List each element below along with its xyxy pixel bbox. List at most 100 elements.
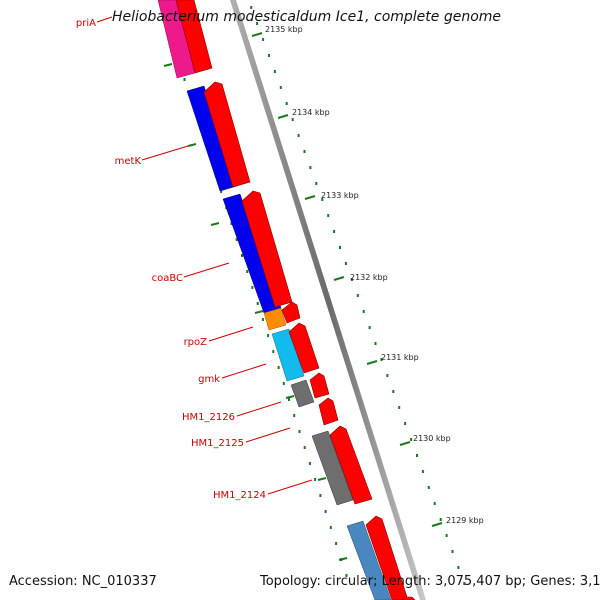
inner-tick — [187, 143, 197, 147]
ruler-dot — [268, 54, 270, 57]
ruler-dot — [421, 470, 424, 473]
scale-label: 2130 kbp — [413, 434, 451, 443]
ruler-dot — [279, 86, 282, 89]
major-tick — [399, 441, 411, 446]
inner-ruler-dot — [345, 574, 348, 577]
gene-label-hm1-2126[interactable]: HM1_2126 — [182, 412, 235, 423]
ruler-dot — [410, 438, 413, 441]
gene-gmk-block[interactable] — [271, 328, 305, 382]
ruler-dot — [315, 182, 318, 185]
gene-arrow[interactable] — [318, 397, 339, 426]
ruler-dot — [445, 534, 448, 537]
ruler-dot — [451, 550, 454, 553]
ruler-major-ticks — [251, 32, 443, 527]
gene-rpoZ-block[interactable] — [263, 307, 287, 331]
gene-arrow[interactable] — [175, 0, 213, 74]
ruler-dot — [297, 134, 300, 137]
accession-text: Accession: NC_010337 — [9, 574, 157, 589]
gene-label-rpoZ[interactable]: rpoZ — [184, 337, 208, 348]
inner-ruler-dot — [241, 254, 243, 257]
scale-label: 2131 kbp — [381, 353, 419, 362]
scale-label: 2135 kbp — [265, 25, 303, 34]
gene-hm1-2126-block[interactable] — [290, 379, 315, 408]
inner-ruler-dot — [324, 510, 327, 513]
ruler-dot — [333, 230, 336, 233]
gene-arrow[interactable] — [281, 301, 301, 324]
major-tick — [431, 522, 443, 527]
ruler-dot — [356, 294, 359, 297]
ruler-dot — [386, 374, 389, 377]
ruler-dot — [350, 278, 353, 281]
scale-labels: 2135 kbp 2134 kbp 2133 kbp 2132 kbp 2131… — [265, 25, 484, 525]
callout-line — [221, 363, 267, 379]
genome-backbone — [230, 0, 426, 600]
inner-ruler-dot — [314, 478, 317, 481]
map-title: Heliobacterium modesticaldum Ice1, compl… — [112, 9, 502, 25]
gene-arrow[interactable] — [329, 425, 373, 505]
inner-tick — [163, 63, 173, 67]
inner-ruler-dot — [282, 382, 285, 385]
ruler-dot — [303, 150, 306, 153]
inner-ruler-dot — [272, 350, 275, 353]
gene-arrow[interactable] — [241, 190, 293, 308]
inner-ruler-dot — [256, 302, 259, 305]
ruler-dot — [262, 38, 265, 41]
gene-labels: priA metK coaBC rpoZ gmk HM1_2126 HM1_21… — [76, 18, 266, 501]
ruler-dot — [380, 358, 383, 361]
gene-arrow[interactable] — [365, 515, 409, 600]
gene-label-coaBC[interactable]: coaBC — [152, 273, 183, 284]
inner-ruler-dot — [183, 78, 186, 81]
callout-line — [267, 479, 313, 495]
ruler-dot — [339, 246, 341, 249]
inner-tick — [285, 395, 295, 399]
ruler-dot — [285, 102, 288, 105]
gene-steelblue-block[interactable] — [346, 520, 392, 600]
callout-line — [245, 427, 291, 443]
gene-label-hm1-2125[interactable]: HM1_2125 — [191, 438, 244, 449]
inner-ruler-dot — [261, 318, 264, 321]
inner-ruler-dot — [277, 366, 280, 369]
ruler-dot — [250, 6, 253, 9]
ruler-dot — [439, 518, 442, 521]
forward-strand-genes — [175, 0, 416, 600]
gene-label-hm1-2124[interactable]: HM1_2124 — [213, 490, 266, 501]
genome-summary-text: Topology: circular; Length: 3,075,407 bp… — [260, 574, 600, 589]
ruler-dot — [256, 22, 259, 25]
inner-ruler-dot — [230, 222, 233, 225]
gene-label-gmk[interactable]: gmk — [198, 374, 220, 385]
ruler-dot — [368, 326, 371, 329]
ruler-dot — [291, 118, 294, 121]
major-tick — [304, 195, 316, 200]
inner-ruler-dot — [298, 430, 301, 433]
inner-ruler-dot — [288, 398, 290, 401]
scale-label: 2132 kbp — [350, 273, 388, 282]
ruler-dot — [344, 262, 347, 265]
inner-ruler-dot — [246, 270, 249, 273]
inner-ruler-dot — [293, 414, 296, 417]
scale-label: 2129 kbp — [446, 516, 484, 525]
gene-hm1-2124-block[interactable] — [311, 430, 354, 506]
gene-arrow[interactable] — [288, 322, 320, 374]
label-callouts — [96, 16, 313, 495]
ruler-dot — [327, 214, 330, 217]
gene-label-priA[interactable]: priA — [76, 18, 96, 29]
ruler-dot — [427, 486, 430, 489]
inner-ruler-dot — [319, 494, 322, 497]
inner-tick — [254, 310, 264, 314]
ruler-dot — [362, 310, 365, 313]
major-tick — [366, 360, 378, 365]
callout-line — [183, 262, 230, 278]
ruler-dot — [463, 582, 466, 585]
inner-ruler-dot — [335, 542, 338, 545]
ruler-dot — [309, 166, 312, 169]
gene-label-metK[interactable]: metK — [115, 156, 142, 167]
gene-arrow[interactable] — [309, 372, 330, 399]
ruler-dot — [273, 70, 276, 73]
inner-ruler-dot — [235, 238, 238, 241]
gene-arrow[interactable] — [401, 596, 416, 600]
gene-arrow[interactable] — [203, 81, 251, 188]
scale-label: 2133 kbp — [321, 191, 359, 200]
inner-ruler-dot — [251, 286, 254, 289]
inner-ticks — [163, 63, 348, 561]
